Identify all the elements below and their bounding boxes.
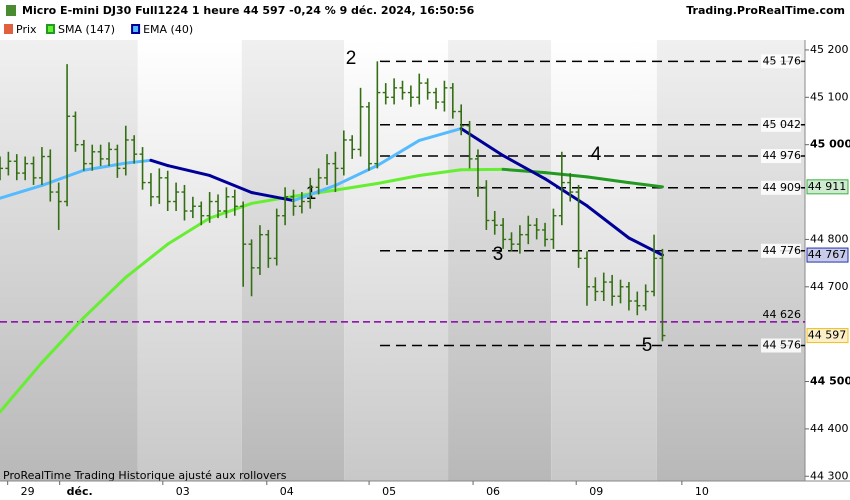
level-label-bg: [761, 338, 801, 353]
indicator-segment: [149, 158, 170, 168]
indicator-line: [0, 167, 664, 414]
last-value-box: [806, 179, 849, 195]
level-label-bg: [761, 243, 801, 258]
annotation: 2: [346, 48, 357, 69]
plot-background: [0, 40, 805, 481]
y-tick-label: 44 800: [810, 232, 849, 245]
indicator-segment: [417, 127, 463, 142]
x-tick-label: déc.: [67, 485, 93, 498]
y-tick-label: 44 500: [810, 375, 850, 388]
indicator-segment: [333, 164, 379, 187]
day-band: [137, 40, 242, 481]
source: Trading.ProRealTime.com: [686, 4, 845, 17]
last-value-label: 44 911: [808, 180, 847, 193]
indicator-segment: [459, 127, 505, 158]
x-tick-label: 05: [382, 485, 396, 498]
level-label-bg: [761, 180, 801, 195]
annotation: 3: [493, 244, 504, 265]
chart-title: Micro E-mini DJ30 Full1224 1 heure 44 59…: [22, 4, 475, 17]
indicator-segment: [124, 242, 170, 279]
indicator-segment: [166, 216, 212, 246]
indicator-segment: [82, 275, 128, 320]
indicator-line: [0, 127, 664, 257]
annotation: 4: [591, 144, 602, 165]
indicator-segment: [40, 316, 86, 365]
x-axis-area: [0, 481, 850, 500]
header-bar: [0, 0, 850, 20]
indicator-segment: [250, 194, 295, 205]
x-tick-label: 10: [695, 485, 709, 498]
legend-label: SMA (147): [58, 23, 115, 36]
last-value-fill: [807, 248, 848, 263]
day-band: [344, 40, 449, 481]
day-band: [656, 40, 805, 481]
indicator-segment: [543, 171, 589, 179]
level-label-bg: [761, 54, 801, 69]
x-tick-label: 06: [486, 485, 500, 498]
y-tick-label: 45 000: [810, 138, 850, 151]
legend-swatch: [4, 24, 13, 34]
legend-label: Prix: [16, 23, 37, 36]
last-value-box: [806, 247, 849, 263]
level-label: 44 909: [763, 181, 802, 194]
indicator-segment: [0, 361, 44, 414]
day-band: [241, 40, 345, 481]
level-label: 44 576: [763, 339, 802, 352]
level-label: 44 776: [763, 244, 802, 257]
indicator-segment: [333, 182, 379, 192]
indicator-segment: [124, 158, 153, 165]
annotation: 5: [642, 335, 653, 356]
last-value-fill: [807, 179, 848, 194]
last-value-box: [806, 328, 849, 344]
y-tick-label: 44 700: [810, 280, 849, 293]
x-tick-label: 09: [589, 485, 603, 498]
indicator-segment: [166, 164, 212, 177]
indicator-segment: [501, 154, 547, 181]
level-label-bg: [761, 117, 801, 132]
last-value-label: 44 597: [808, 329, 847, 342]
indicator-segment: [40, 168, 86, 187]
indicator-segment: [250, 191, 295, 203]
y-tick-label: 45 100: [810, 90, 849, 103]
y-tick-label: 44 400: [810, 422, 849, 435]
logo: [6, 5, 16, 16]
hline-label: 44 626: [763, 308, 802, 321]
indicator-segment: [543, 177, 589, 208]
level-label-bg: [761, 149, 801, 164]
footer: ProRealTime Trading Historique ajusté au…: [3, 469, 287, 482]
y-tick-label: 45 200: [810, 43, 849, 56]
last-value-label: 44 767: [808, 248, 847, 261]
x-tick-label: 03: [176, 485, 190, 498]
indicator-segment: [375, 138, 421, 168]
indicator-segment: [291, 183, 337, 203]
indicator-segment: [375, 173, 421, 186]
indicator-segment: [208, 201, 254, 220]
legend-swatch: [48, 26, 53, 32]
indicator-segment: [585, 204, 631, 240]
x-tick-label: 04: [280, 485, 294, 498]
y-tick-label: 44 300: [810, 469, 849, 482]
level-label: 44 976: [763, 149, 802, 162]
x-tick-label: 29: [21, 485, 35, 498]
level-label: 45 176: [763, 54, 802, 67]
indicator-segment: [501, 167, 547, 175]
indicator-segment: [0, 183, 44, 200]
legend-label: EMA (40): [143, 23, 193, 36]
day-band: [0, 40, 138, 481]
day-band: [448, 40, 552, 481]
last-value-fill: [807, 328, 848, 343]
legend-swatch: [133, 26, 139, 32]
indicator-segment: [585, 175, 631, 185]
day-band: [551, 40, 657, 481]
indicator-segment: [627, 236, 664, 257]
indicator-segment: [82, 161, 128, 172]
indicator-segment: [627, 181, 664, 189]
indicator-segment: [417, 168, 463, 177]
level-label: 45 042: [763, 118, 802, 131]
indicator-segment: [208, 173, 254, 195]
